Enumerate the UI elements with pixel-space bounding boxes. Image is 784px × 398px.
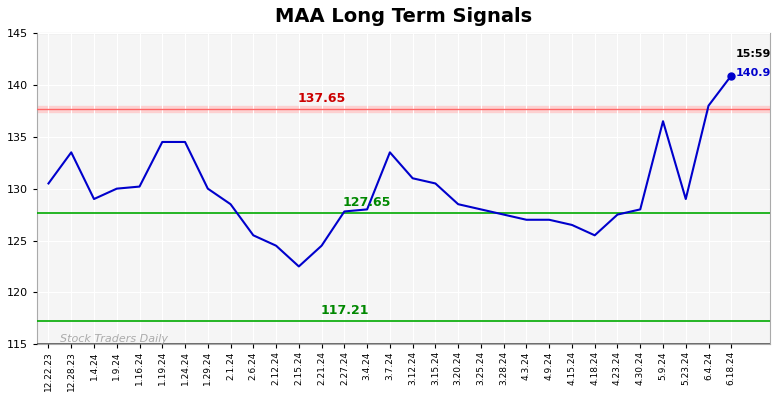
Text: Stock Traders Daily: Stock Traders Daily [60,334,168,344]
Text: 137.65: 137.65 [297,92,346,105]
Title: MAA Long Term Signals: MAA Long Term Signals [275,7,532,26]
Text: 15:59: 15:59 [736,49,771,59]
Text: 140.9: 140.9 [736,68,771,78]
Text: 117.21: 117.21 [320,304,368,317]
Text: 127.65: 127.65 [343,196,391,209]
Bar [37,106,770,112]
